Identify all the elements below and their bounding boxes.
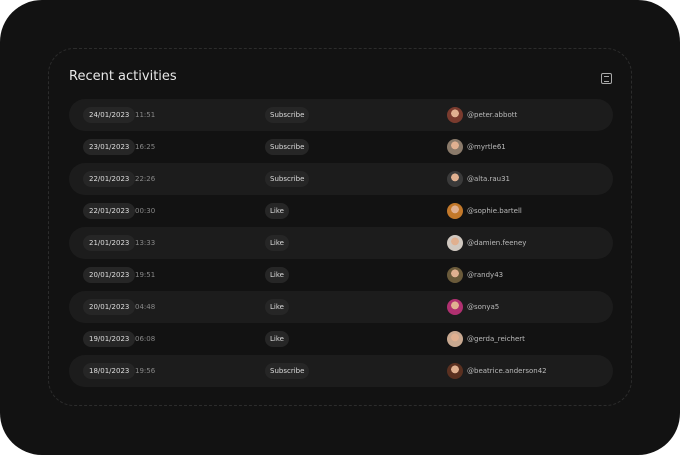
- date-badge: 18/01/2023: [83, 363, 136, 379]
- username[interactable]: @gerda_reichert: [467, 335, 525, 343]
- username[interactable]: @sophie.bartell: [467, 207, 522, 215]
- user-avatar: [447, 267, 463, 283]
- username[interactable]: @damien.feeney: [467, 239, 527, 247]
- username[interactable]: @peter.abbott: [467, 111, 518, 119]
- date-badge: 19/01/2023: [83, 331, 136, 347]
- activity-row: 19/01/2023 06:08 Like @gerda_reichert: [69, 323, 613, 355]
- date-badge: 20/01/2023: [83, 267, 136, 283]
- menu-button[interactable]: [601, 73, 612, 84]
- action-badge: Like: [265, 267, 289, 283]
- action-badge: Subscribe: [265, 171, 310, 187]
- time-text: 22:26: [135, 175, 156, 183]
- user-avatar: [447, 331, 463, 347]
- time-text: 11:51: [135, 111, 156, 119]
- action-badge: Subscribe: [265, 363, 310, 379]
- date-badge: 23/01/2023: [83, 139, 136, 155]
- time-text: 13:33: [135, 239, 156, 247]
- user-avatar: [447, 363, 463, 379]
- user-avatar: [447, 171, 463, 187]
- time-text: 19:51: [135, 271, 156, 279]
- action-badge: Subscribe: [265, 107, 310, 123]
- action-badge: Like: [265, 299, 289, 315]
- action-badge: Like: [265, 235, 289, 251]
- user-avatar: [447, 139, 463, 155]
- activity-row: 20/01/2023 19:51 Like @randy43: [69, 259, 613, 291]
- activity-row: 18/01/2023 19:56 Subscribe @beatrice.anders…: [69, 355, 613, 387]
- username[interactable]: @beatrice.anderson42: [467, 367, 547, 375]
- username[interactable]: @alta.rau31: [467, 175, 511, 183]
- time-text: 04:48: [135, 303, 156, 311]
- date-badge: 22/01/2023: [83, 171, 136, 187]
- username[interactable]: @randy43: [467, 271, 504, 279]
- username[interactable]: @myrtle61: [467, 143, 506, 151]
- date-badge: 24/01/2023: [83, 107, 136, 123]
- user-avatar: [447, 107, 463, 123]
- activity-row: 24/01/2023 11:51 Subscribe @peter.abbott: [69, 99, 613, 131]
- activity-row: 20/01/2023 04:48 Like @sonya5: [69, 291, 613, 323]
- time-text: 00:30: [135, 207, 156, 215]
- user-avatar: [447, 299, 463, 315]
- username[interactable]: @sonya5: [467, 303, 500, 311]
- user-avatar: [447, 203, 463, 219]
- activity-row: 22/01/2023 22:26 Subscribe @alta.rau31: [69, 163, 613, 195]
- action-badge: Like: [265, 203, 289, 219]
- date-badge: 20/01/2023: [83, 299, 136, 315]
- time-text: 16:25: [135, 143, 156, 151]
- date-badge: 22/01/2023: [83, 203, 136, 219]
- user-avatar: [447, 235, 463, 251]
- time-text: 06:08: [135, 335, 156, 343]
- time-text: 19:56: [135, 367, 156, 375]
- activity-row: 22/01/2023 00:30 Like @sophie.bartell: [69, 195, 613, 227]
- activity-panel: Recent activities 24/01/2023 11:51 Subscri…: [48, 48, 632, 406]
- activity-row: 21/01/2023 13:33 Like @damien.feeney: [69, 227, 613, 259]
- date-badge: 21/01/2023: [83, 235, 136, 251]
- activity-row: 23/01/2023 16:25 Subscribe @myrtle61: [69, 131, 613, 163]
- panel-title: Recent activities: [69, 69, 177, 84]
- action-badge: Subscribe: [265, 139, 310, 155]
- action-badge: Like: [265, 331, 289, 347]
